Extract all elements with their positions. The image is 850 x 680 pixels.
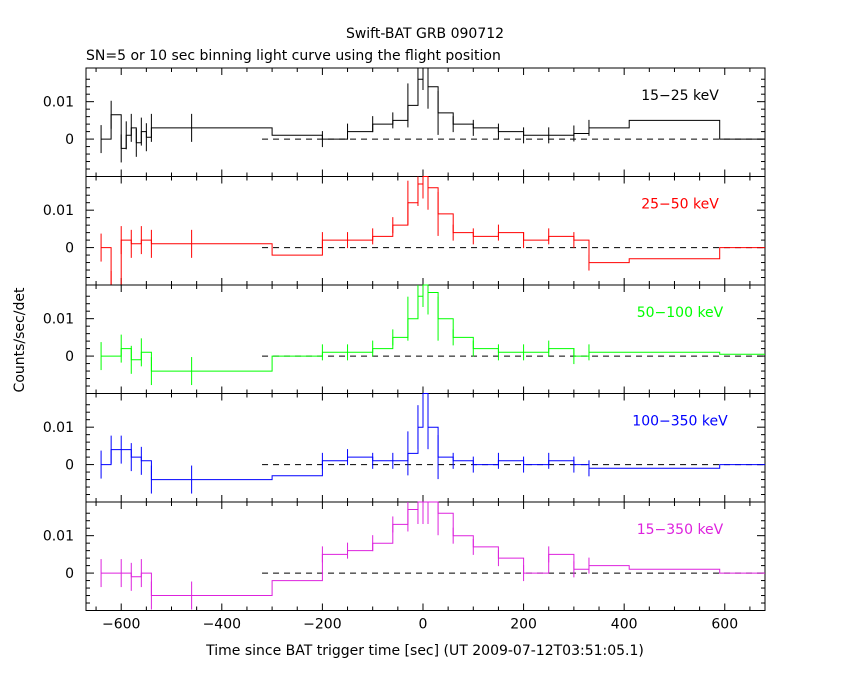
x-tick-label: −400 bbox=[203, 617, 241, 633]
series-line bbox=[101, 284, 765, 372]
series-line bbox=[101, 67, 765, 149]
chart-subtitle: SN=5 or 10 sec binning light curve using… bbox=[86, 48, 501, 64]
x-tick-label: 200 bbox=[510, 617, 537, 633]
y-tick-label: 0.01 bbox=[43, 95, 74, 111]
y-tick-label: 0.01 bbox=[43, 420, 74, 436]
panel-0: 0 0.01 15−25 keV bbox=[43, 67, 766, 177]
x-tick-label: −600 bbox=[102, 617, 140, 633]
x-tick-label: 400 bbox=[611, 617, 638, 633]
band-label: 25−50 keV bbox=[641, 197, 719, 213]
band-label: 50−100 keV bbox=[637, 305, 724, 321]
series-line bbox=[101, 176, 765, 286]
y-tick-label: 0 bbox=[65, 241, 74, 257]
y-tick-label: 0 bbox=[65, 458, 74, 474]
panel-frame bbox=[85, 393, 766, 503]
panel-frame bbox=[85, 501, 766, 611]
y-axis-label: Counts/sec/det bbox=[12, 287, 28, 392]
y-tick-label: 0.01 bbox=[43, 203, 74, 219]
panel-2: 0 0.01 50−100 keV bbox=[43, 284, 766, 394]
series-line bbox=[101, 501, 765, 596]
panel-frame bbox=[85, 284, 766, 394]
x-tick-label: −200 bbox=[303, 617, 341, 633]
x-axis-label: Time since BAT trigger time [sec] (UT 20… bbox=[205, 643, 644, 659]
panel-frame bbox=[85, 176, 766, 286]
panel-4: −600 −400 −200 0 200 400 600 0 0.01 15−350 keV bbox=[43, 501, 766, 633]
chart-title: Swift-BAT GRB 090712 bbox=[346, 26, 504, 42]
y-tick-label: 0 bbox=[65, 132, 74, 148]
series-line bbox=[101, 393, 765, 481]
x-tick-label: 600 bbox=[711, 617, 738, 633]
y-tick-label: 0.01 bbox=[43, 312, 74, 328]
y-tick-label: 0 bbox=[65, 566, 74, 582]
panels-group: 0 0.01 15−25 keV 0 0.01 25−50 keV 0 0.01 50−100 … bbox=[43, 67, 766, 633]
band-label: 15−25 keV bbox=[641, 88, 719, 104]
band-label: 15−350 keV bbox=[637, 522, 724, 538]
panel-3: 0 0.01 100−350 keV bbox=[43, 393, 766, 503]
y-tick-label: 0.01 bbox=[43, 529, 74, 545]
panel-1: 0 0.01 25−50 keV bbox=[43, 176, 766, 286]
y-tick-label: 0 bbox=[65, 349, 74, 365]
panel-frame bbox=[85, 67, 766, 177]
band-label: 100−350 keV bbox=[632, 414, 728, 430]
x-tick-label: 0 bbox=[419, 617, 428, 633]
